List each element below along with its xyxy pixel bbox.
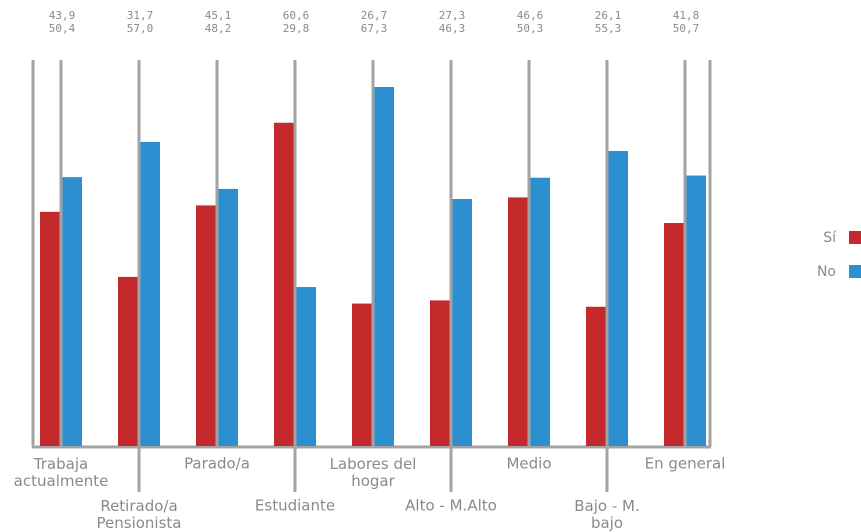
value-label: 43,9 [49,9,76,22]
value-label: 50,3 [517,22,544,35]
bar [40,211,60,446]
x-tick-label: Parado/a [184,455,250,473]
value-label: 41,8 [673,9,700,22]
bar [508,197,528,446]
legend-swatch [849,265,861,278]
bar [664,223,684,446]
value-label: 50,4 [49,22,76,35]
legend-swatch [849,231,861,244]
bar [274,122,294,447]
legend-label: Sí [823,230,837,246]
bar [352,303,372,446]
x-tick-label: Medio [506,455,551,473]
bar [530,177,550,446]
bar [196,205,216,446]
value-label: 67,3 [361,22,388,35]
bar [62,177,82,446]
bar [118,276,138,446]
x-tick-label: Labores del hogar [330,455,417,490]
bar [586,306,606,446]
value-label: 26,7 [361,9,388,22]
value-label: 31,7 [127,9,154,22]
x-tick-label: Bajo - M. bajo [574,497,640,532]
bar [430,300,450,446]
x-tick-label: En general [645,455,726,473]
bar [218,188,238,446]
value-label: 29,8 [283,22,310,35]
value-label: 57,0 [127,22,154,35]
bar [452,199,472,446]
value-label: 55,3 [595,22,622,35]
bar [608,151,628,446]
x-tick-label: Alto - M.Alto [405,497,497,515]
value-label: 48,2 [205,22,232,35]
legend-label: No [817,264,836,280]
x-tick-label: Estudiante [255,497,335,515]
bar [686,175,706,446]
value-label: 45,1 [205,9,232,22]
x-tick-label: Retirado/a Pensionista [97,497,182,532]
bar [296,287,316,446]
value-label: 60,6 [283,9,310,22]
value-label: 46,3 [439,22,466,35]
x-tick-label: Trabaja actualmente [14,455,109,490]
bar [140,141,160,446]
value-label: 46,6 [517,9,544,22]
bar [374,87,394,446]
value-label: 26,1 [595,9,622,22]
value-label: 27,3 [439,9,466,22]
value-label: 50,7 [673,22,700,35]
